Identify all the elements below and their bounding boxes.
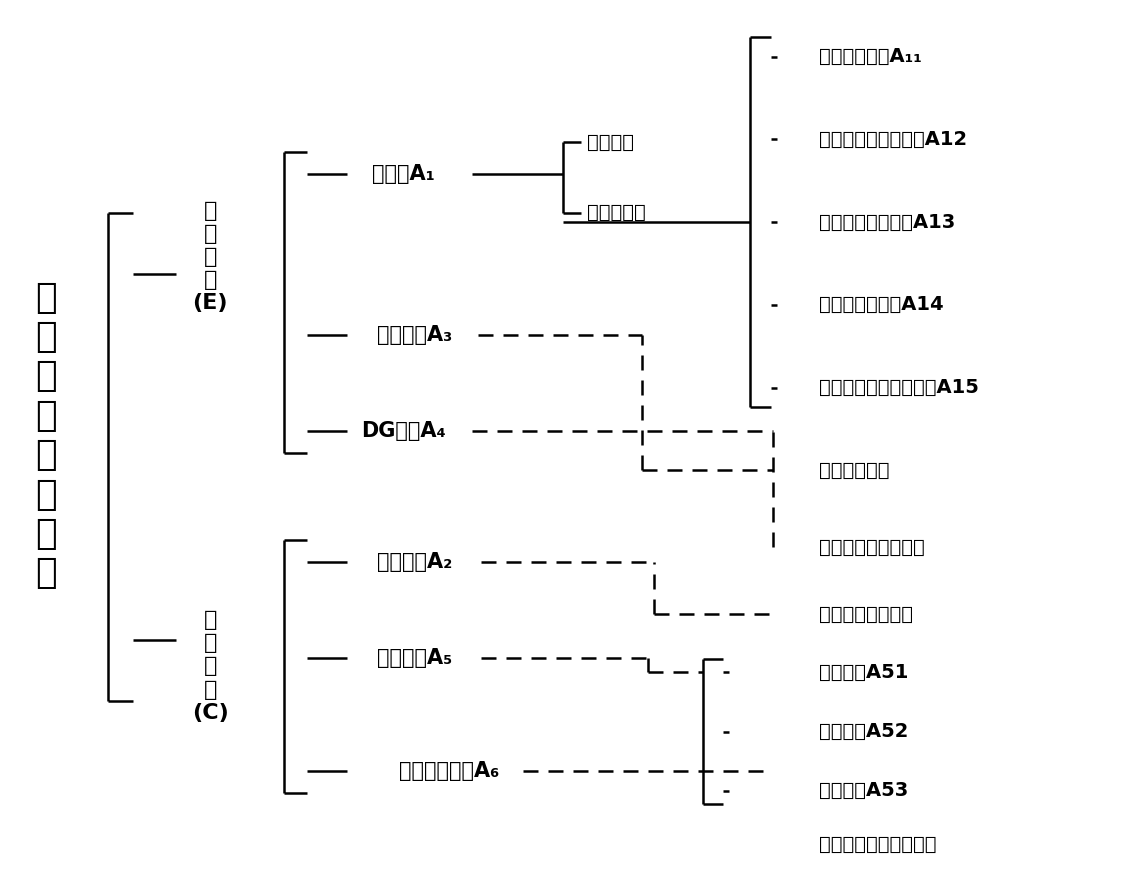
Text: 经
济
效
益
(C): 经 济 效 益 (C)	[192, 610, 229, 723]
Text: 非重要用户: 非重要用户	[587, 203, 646, 222]
Text: 成本投入A₅: 成本投入A₅	[377, 648, 453, 667]
Text: 运行成本A52: 运行成本A52	[819, 722, 908, 741]
Text: 负荷点故障率A₁₁: 负荷点故障率A₁₁	[819, 47, 921, 66]
Text: 性
能
效
益
指
标
体
系: 性 能 效 益 指 标 体 系	[34, 280, 57, 591]
Text: 延缓升级改造带来收益: 延缓升级改造带来收益	[819, 835, 936, 854]
Text: 投资成本A51: 投资成本A51	[819, 663, 908, 682]
Text: 性
能
指
标
(E): 性 能 指 标 (E)	[192, 200, 229, 314]
Text: 分布式电源接纳能力: 分布式电源接纳能力	[819, 537, 924, 557]
Text: 负荷点缺供电量A14: 负荷点缺供电量A14	[819, 295, 944, 314]
Text: 等效系统平均停电时间A15: 等效系统平均停电时间A15	[819, 378, 979, 397]
Text: 减少网损带来收益: 减少网损带来收益	[819, 604, 913, 624]
Text: 重要用户: 重要用户	[587, 132, 633, 152]
Text: 电压质量A₃: 电压质量A₃	[377, 326, 453, 345]
Text: 综合电压偏差: 综合电压偏差	[819, 461, 889, 480]
Text: 维护成本A53: 维护成本A53	[819, 781, 907, 800]
Text: 网络损耗A₂: 网络损耗A₂	[377, 552, 453, 571]
Text: DG消纳A₄: DG消纳A₄	[362, 422, 446, 441]
Text: 负荷点故障停电时间A12: 负荷点故障停电时间A12	[819, 130, 966, 149]
Text: 延缓升级改造A₆: 延缓升级改造A₆	[399, 761, 499, 780]
Text: 负荷点供电可靠率A13: 负荷点供电可靠率A13	[819, 213, 955, 232]
Text: 可靠性A₁: 可靠性A₁	[372, 165, 435, 184]
